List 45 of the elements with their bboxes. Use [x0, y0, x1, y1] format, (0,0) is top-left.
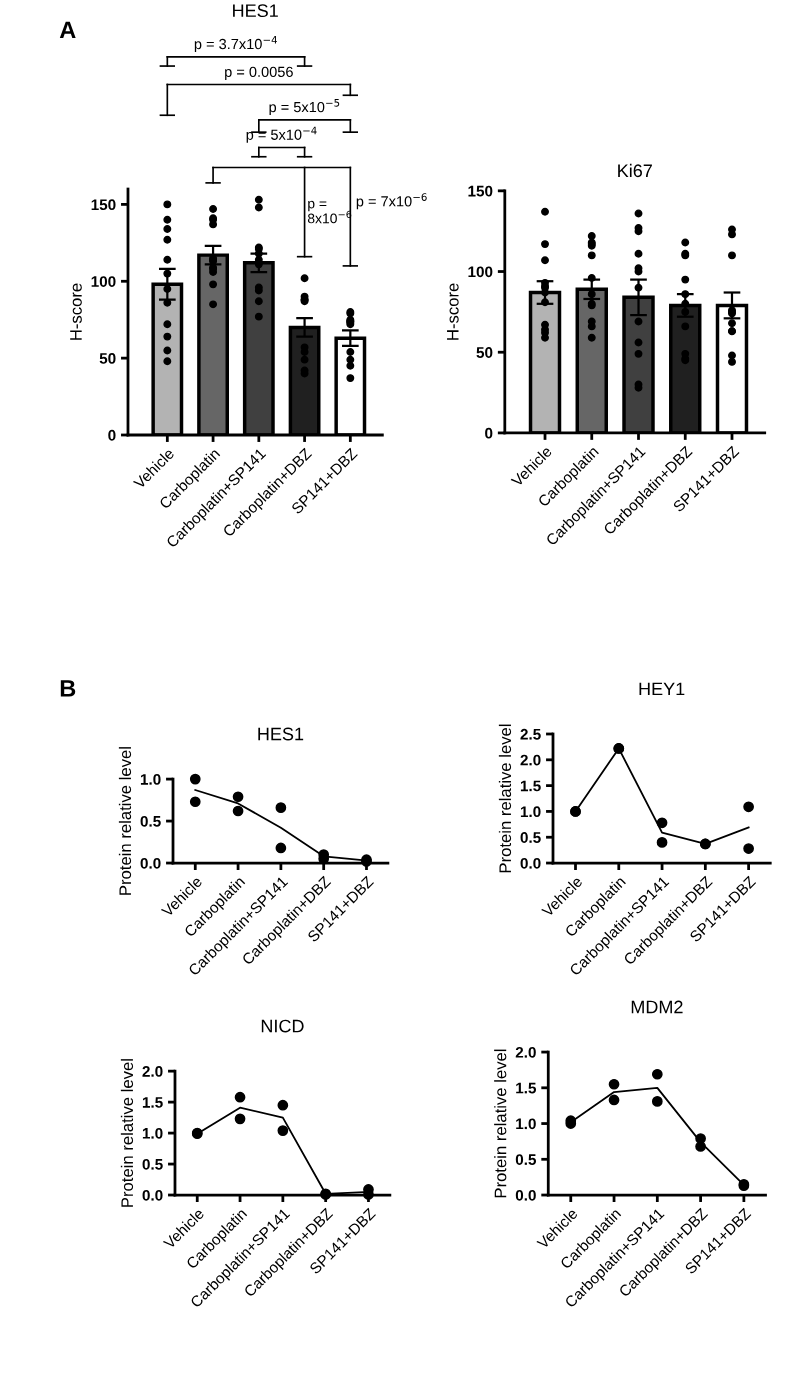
y-tick-label: 0: [485, 427, 493, 439]
y-tick-label: 0.0: [142, 1189, 163, 1201]
annotation: p = 7x10$^{−6}$: [356, 193, 427, 210]
y-tick-label: 1.0: [516, 1118, 536, 1130]
y-axis-title: Protein relative level: [120, 1059, 134, 1207]
y-tick-label: 1.0: [140, 773, 161, 785]
y-axis-title: H-score: [447, 283, 459, 340]
chart-title: NICD: [261, 1019, 304, 1033]
y-tick-label: 1.5: [516, 1082, 537, 1094]
y-axis-title: Protein relative level: [498, 724, 512, 873]
chart-title: Ki67: [618, 163, 652, 178]
y-tick-label: 2.5: [520, 728, 541, 740]
text: B: [60, 680, 76, 697]
text: p = 5x10$^{−5}$: [269, 99, 340, 116]
chart-title: MDM2: [631, 1000, 683, 1014]
y-tick-label: 50: [476, 347, 493, 358]
text: p = 0.0056: [225, 66, 293, 80]
y-tick-label: 0.5: [515, 1154, 537, 1165]
chart-title: HES1: [258, 727, 304, 741]
y-tick-label: 150: [91, 199, 116, 211]
y-tick-label: 0.5: [140, 815, 161, 827]
y-tick-label: 2.0: [142, 1066, 163, 1077]
y-tick-label: 150: [468, 185, 493, 197]
y-tick-label: 2.0: [515, 1046, 536, 1058]
y-tick-label: 0.0: [515, 1189, 536, 1201]
y-tick-label: 0.0: [140, 857, 161, 869]
y-tick-label: 50: [99, 353, 116, 364]
y-tick-label: 100: [468, 266, 493, 278]
y-tick-label: 100: [91, 276, 116, 287]
chart-title: HES1: [233, 4, 278, 18]
y-axis-title: Protein relative level: [494, 1049, 507, 1198]
y-tick-label: 0.0: [520, 857, 541, 869]
y-tick-label: 0.5: [520, 832, 541, 843]
chart-title: HEY1: [639, 682, 685, 696]
y-tick-label: 2.0: [520, 754, 541, 766]
y-tick-label: 0: [108, 429, 116, 441]
y-tick-label: 1.5: [142, 1097, 163, 1108]
y-axis-title: H-score: [70, 283, 82, 340]
y-tick-label: 0.5: [142, 1158, 163, 1170]
text: p = 3.7x10$^{−4}$: [194, 36, 278, 53]
y-tick-label: 1.0: [520, 806, 541, 818]
y-axis-title: Protein relative level: [118, 747, 132, 895]
y-tick-label: 1.0: [142, 1127, 163, 1139]
text: A: [59, 21, 76, 38]
y-tick-label: 1.5: [520, 780, 541, 792]
